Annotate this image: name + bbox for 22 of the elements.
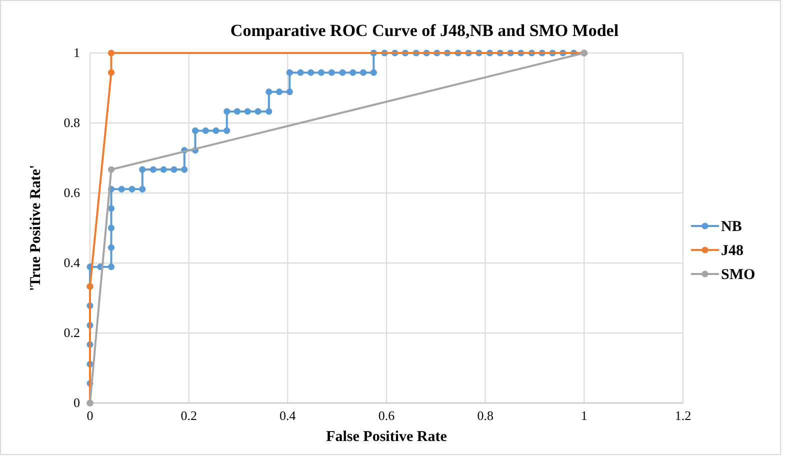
chart-title: Comparative ROC Curve of J48,NB and SMO Model (230, 21, 619, 40)
x-tick-label: 0.4 (280, 408, 296, 423)
x-axis-title: False Positive Rate (326, 429, 448, 445)
y-tick-label: 0.2 (64, 325, 80, 340)
x-tick-label: 1 (580, 408, 588, 423)
legend-label: J48 (721, 243, 744, 259)
y-tick-label: 0.6 (64, 185, 80, 200)
x-tick-label: 0.2 (180, 408, 197, 423)
y-tick-label: 1 (74, 45, 80, 60)
point (108, 166, 115, 173)
point (108, 69, 115, 76)
y-axis-title: 'True Positive Rate' (28, 164, 44, 292)
y-tick-label: 0.8 (64, 115, 80, 130)
x-tick-label: 0.8 (477, 408, 494, 423)
x-tick-label: 0.6 (378, 408, 396, 423)
point (108, 50, 115, 56)
legend-label: SMO (721, 267, 756, 283)
legend-label: NB (721, 219, 742, 235)
x-tick-label: 0 (86, 408, 94, 423)
x-tick-label: 1.2 (674, 408, 692, 423)
y-tick-label: 0.4 (64, 255, 80, 270)
y-tick-label: 0 (74, 395, 80, 410)
